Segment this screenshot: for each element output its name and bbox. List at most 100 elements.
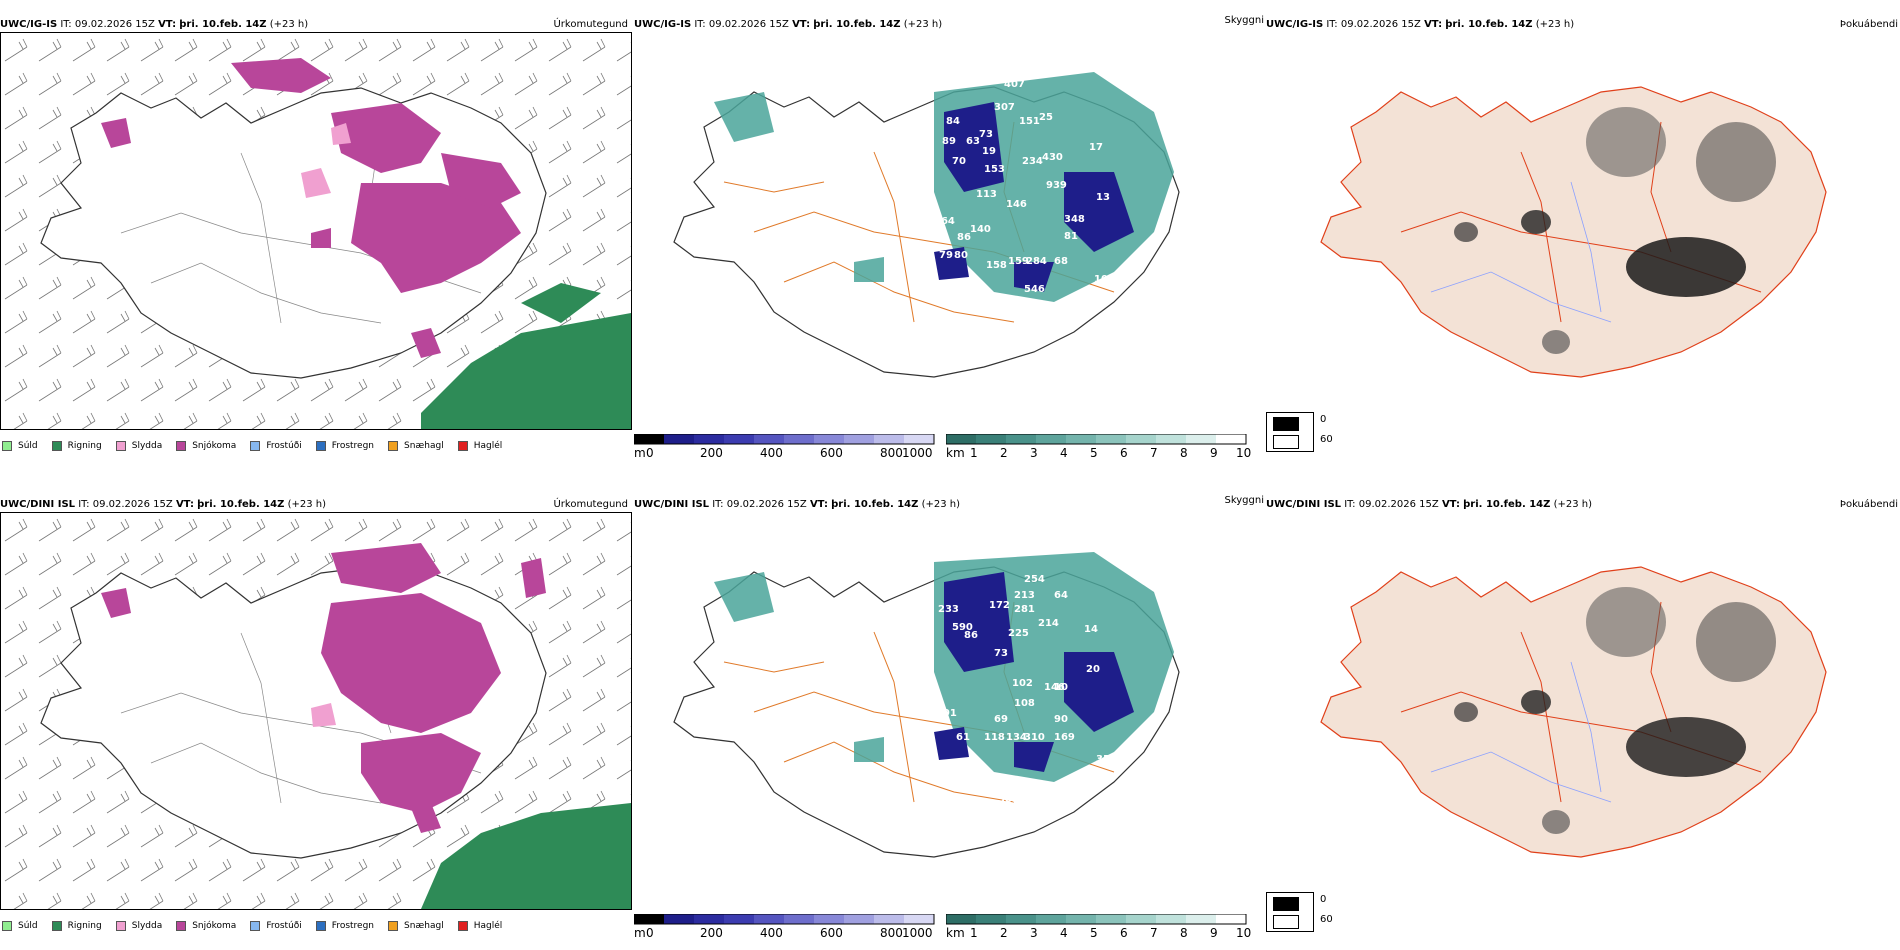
tick-label: 3 bbox=[1030, 446, 1038, 460]
legend-item: Frostúði bbox=[250, 921, 302, 931]
cloud-map[interactable]: 254 213 64 172 281 214 225 233 590 86 73 102 146 108 7… bbox=[634, 512, 1264, 910]
lead-time: (+23 h) bbox=[1553, 499, 1593, 510]
legend-item: Slydda bbox=[115, 441, 162, 451]
legend-item: Slydda bbox=[115, 921, 162, 931]
tick-label: 1 bbox=[970, 926, 978, 940]
fog-map[interactable] bbox=[1266, 512, 1900, 892]
tick-label: 800 bbox=[880, 446, 903, 460]
rain-patch bbox=[521, 283, 601, 323]
precip-panel: UWC/IG-IS IT: 09.02.2026 15Z VT: þri. 10… bbox=[0, 14, 632, 462]
fog-legend bbox=[1266, 892, 1314, 932]
visibility-unit: km bbox=[946, 926, 965, 940]
valid-time: þri. 10.feb. 14Z bbox=[831, 499, 919, 510]
legend-item: Súld bbox=[2, 441, 38, 451]
fog-map-svg bbox=[1320, 86, 1827, 378]
height-colorbar-svg bbox=[634, 434, 935, 445]
tick-label: 10 bbox=[1236, 446, 1252, 460]
tick-label: 400 bbox=[760, 446, 783, 460]
ceiling-label: 134 bbox=[1006, 732, 1027, 743]
snow-areas bbox=[101, 543, 546, 833]
panel-variable: Þokuábendi bbox=[1839, 19, 1898, 30]
ceiling-label: 64 bbox=[1054, 590, 1068, 601]
ceiling-label: 20 bbox=[1086, 664, 1100, 675]
navy-areas bbox=[934, 102, 1134, 292]
ceiling-label: 214 bbox=[1038, 618, 1059, 629]
fog-legend-black bbox=[1273, 897, 1311, 911]
ceiling-label: 153 bbox=[984, 164, 1005, 175]
tick-label: 4 bbox=[1060, 926, 1068, 940]
sleet-areas bbox=[311, 703, 336, 727]
ceiling-label: 6 bbox=[982, 349, 989, 360]
tick-label: 400 bbox=[760, 926, 783, 940]
tick-label: 9 bbox=[1210, 446, 1218, 460]
fog-panel: UWC/IG-IS IT: 09.02.2026 15Z VT: þri. 10… bbox=[1266, 14, 1900, 462]
height-unit: m bbox=[634, 446, 646, 460]
fog-shading bbox=[1454, 587, 1776, 834]
ceiling-label: 939 bbox=[1046, 180, 1067, 191]
ceiling-label: 61 bbox=[956, 732, 970, 743]
tick-label: 0 bbox=[646, 926, 654, 940]
init-time: IT: 09.02.2026 15Z bbox=[712, 499, 807, 510]
panel-title: UWC/DINI ISL IT: 09.02.2026 15Z VT: þri.… bbox=[0, 498, 326, 512]
panel-title: UWC/IG-IS IT: 09.02.2026 15Z VT: þri. 10… bbox=[634, 18, 942, 32]
precip-map[interactable] bbox=[0, 512, 632, 910]
visibility-colorbar: km 1 2 3 4 5 6 7 8 9 10 bbox=[946, 434, 1264, 462]
ceiling-label: 102 bbox=[1012, 678, 1033, 689]
precip-map[interactable] bbox=[0, 32, 632, 430]
ceiling-label: 158 bbox=[986, 260, 1007, 271]
tick-label: 7 bbox=[1150, 926, 1158, 940]
legend-item: Snæhagl bbox=[388, 441, 444, 451]
legend-item: Frostúði bbox=[250, 441, 302, 451]
tick-label: 2 bbox=[1000, 926, 1008, 940]
legend-item: Rigning bbox=[51, 921, 102, 931]
model-name: UWC/DINI ISL bbox=[0, 499, 76, 510]
panel-variable: Skyggni bbox=[1224, 495, 1264, 506]
fog-legend-max: 60 bbox=[1320, 434, 1333, 445]
tick-label: 600 bbox=[820, 926, 843, 940]
fog-map[interactable] bbox=[1266, 32, 1900, 412]
row-2: UWC/DINI ISL IT: 09.02.2026 15Z VT: þri.… bbox=[0, 480, 1900, 950]
ceiling-label: 70 bbox=[952, 156, 966, 167]
sleet-areas bbox=[301, 123, 351, 198]
lead-time: (+23 h) bbox=[1535, 19, 1575, 30]
lead-time: (+23 h) bbox=[903, 19, 943, 30]
valid-label: VT: bbox=[1441, 499, 1460, 510]
tick-label: 5 bbox=[1090, 446, 1098, 460]
ceiling-label: 146 bbox=[1006, 199, 1027, 210]
ceiling-label: 10 bbox=[1054, 682, 1068, 693]
precip-map-svg bbox=[1, 33, 631, 429]
tick-label: 1000 bbox=[902, 926, 933, 940]
legend-item: Snjókoma bbox=[176, 921, 236, 931]
precip-panel: UWC/DINI ISL IT: 09.02.2026 15Z VT: þri.… bbox=[0, 494, 632, 942]
ceiling-label: 73 bbox=[979, 129, 993, 140]
valid-time: þri. 10.feb. 14Z bbox=[1463, 499, 1551, 510]
fog-rivers bbox=[1430, 181, 1612, 323]
tick-label: 800 bbox=[880, 926, 903, 940]
legend-item: Frostregn bbox=[315, 921, 374, 931]
panel-title: UWC/IG-IS IT: 09.02.2026 15Z VT: þri. 10… bbox=[1266, 18, 1574, 32]
cloud-panel: UWC/IG-IS IT: 09.02.2026 15Z VT: þri. 10… bbox=[634, 14, 1264, 462]
ceiling-label: 14 bbox=[1084, 624, 1098, 635]
precip-legend: Súld Rigning Slydda Snjókoma Frostúði Fr… bbox=[2, 438, 516, 454]
panel-variable: Úrkomutegund bbox=[553, 19, 628, 30]
tick-label: 0 bbox=[646, 446, 654, 460]
legend-item: Haglél bbox=[457, 441, 502, 451]
ceiling-label: 196 bbox=[1000, 816, 1021, 827]
ceiling-label: 80 bbox=[954, 250, 968, 261]
tick-label: 7 bbox=[1150, 446, 1158, 460]
precip-map-svg bbox=[1, 513, 631, 909]
ceiling-label: 89 bbox=[942, 136, 956, 147]
tick-label: 8 bbox=[1180, 926, 1188, 940]
cloud-map[interactable]: 407 307 151 25 84 89 63 73 70 19 153 113 234 430 939 17… bbox=[634, 32, 1264, 430]
panel-title: UWC/IG-IS IT: 09.02.2026 15Z VT: þri. 10… bbox=[0, 18, 308, 32]
tick-label: 9 bbox=[1210, 926, 1218, 940]
model-name: UWC/IG-IS bbox=[634, 19, 692, 30]
tick-label: 3 bbox=[1030, 926, 1038, 940]
precip-legend: Súld Rigning Slydda Snjókoma Frostúði Fr… bbox=[2, 918, 516, 934]
height-colorbar: m 0 200 400 600 800 1000 bbox=[634, 914, 944, 942]
legend-item: Frostregn bbox=[315, 441, 374, 451]
height-colorbar: m 0 200 400 600 800 1000 bbox=[634, 434, 944, 462]
lead-time: (+23 h) bbox=[287, 499, 327, 510]
ceiling-label: 118 bbox=[984, 732, 1005, 743]
